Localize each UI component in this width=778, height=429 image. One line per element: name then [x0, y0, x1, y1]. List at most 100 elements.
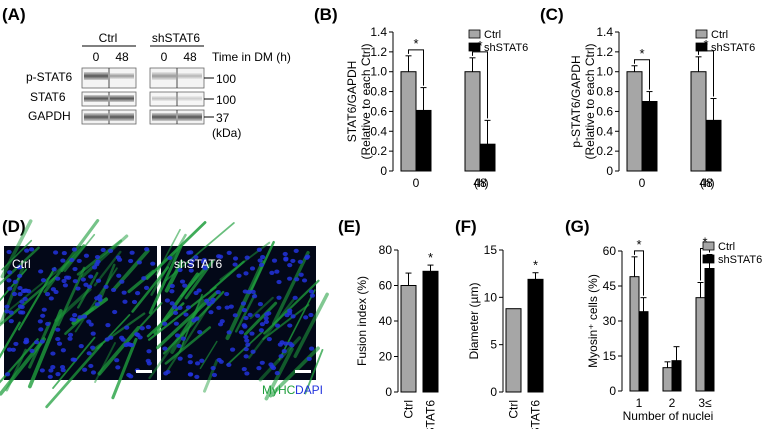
nucleus: [308, 289, 315, 294]
nucleus: [80, 277, 86, 282]
y-tick-label: 0: [609, 384, 616, 398]
nucleus: [8, 319, 14, 324]
nucleus: [12, 279, 18, 284]
panel-label-d: (D): [2, 217, 26, 236]
nucleus: [169, 289, 175, 294]
nucleus: [308, 346, 315, 351]
nucleus: [256, 366, 262, 371]
myotube-fiber: [164, 259, 184, 293]
micrograph-sh-fibers: [145, 221, 329, 401]
myotube-fiber: [247, 298, 295, 359]
panel-label-g: (G): [565, 217, 590, 236]
x-tick-label: 3≤: [698, 396, 712, 410]
nucleus: [281, 349, 287, 354]
nucleus: [38, 269, 44, 274]
panel-label-b: (B): [314, 5, 338, 24]
myotube-fiber: [165, 305, 210, 373]
y-tick-label: 0.4: [596, 124, 613, 138]
micrograph-sh-label: shSTAT6: [174, 257, 223, 271]
y-tick-label: 15: [603, 349, 617, 363]
x-tick-label: 1: [636, 396, 643, 410]
nucleus: [187, 360, 193, 365]
nucleus: [7, 270, 13, 275]
nucleus: [124, 325, 130, 330]
x-tick-label: 0: [639, 176, 646, 190]
nucleus: [304, 255, 310, 260]
nucleus: [188, 268, 194, 273]
wb-time-48-ctrl: 48: [115, 50, 129, 64]
nucleus: [4, 309, 10, 314]
y-tick-label: 1.2: [370, 45, 387, 59]
nucleus: [259, 322, 265, 327]
nucleus: [297, 259, 303, 264]
y-axis-label-line: (Relative to each Ctrl): [583, 43, 597, 159]
wb-time-0-ctrl: 0: [93, 50, 100, 64]
band-pstat6-ctrl-0: [84, 72, 108, 80]
nucleus: [177, 267, 183, 273]
nucleus: [196, 288, 202, 293]
x-tick-label: Ctrl: [507, 400, 521, 419]
nucleus: [13, 341, 19, 347]
nucleus: [177, 356, 183, 361]
nucleus: [306, 356, 312, 362]
nucleus: [97, 294, 103, 299]
band-gapdh-ctrl-48: [110, 113, 134, 121]
nucleus: [188, 250, 194, 255]
nucleus: [258, 328, 264, 333]
myotube-fiber: [139, 302, 163, 328]
micrograph-sh-nuclei: [162, 247, 316, 379]
nucleus: [282, 251, 288, 257]
legend-entry: Ctrl: [484, 29, 501, 41]
myotube-fiber: [155, 228, 181, 276]
nucleus: [127, 342, 133, 347]
y-tick-label: 1.2: [596, 45, 613, 59]
nucleus: [122, 299, 128, 304]
band-pstat6-sh-48: [178, 73, 202, 79]
mw-marker-1: 100: [216, 72, 236, 86]
nucleus: [39, 339, 45, 344]
band-stat6-sh-48: [178, 96, 202, 101]
nucleus: [51, 267, 57, 272]
x-tick-label: shSTAT6: [529, 400, 543, 429]
nucleus: [52, 250, 59, 255]
bar-ctrl: [695, 297, 706, 392]
nucleus: [94, 262, 100, 267]
y-axis-label: Myosin⁺ cells (%): [586, 274, 600, 368]
bar-ctrl: [629, 276, 640, 392]
nucleus: [298, 272, 304, 277]
nucleus: [290, 314, 296, 319]
y-tick-label: 20: [379, 350, 393, 364]
myotube-fiber: [56, 266, 86, 327]
myotube-fiber: [199, 340, 218, 370]
band-stat6-ctrl-0: [84, 95, 108, 102]
nucleus: [287, 263, 293, 268]
nucleus: [215, 289, 221, 295]
x-tick-label: Ctrl: [402, 400, 416, 419]
nucleus: [179, 279, 186, 284]
myotube-fiber: [263, 279, 320, 335]
nucleus: [116, 257, 123, 262]
nucleus: [180, 336, 186, 341]
y-axis-label-line: Myosin⁺ cells (%): [586, 274, 600, 368]
nucleus: [254, 313, 261, 318]
bar-sh: [641, 101, 658, 172]
nucleus: [150, 261, 156, 266]
myotube-fiber: [170, 298, 205, 354]
nucleus: [308, 312, 314, 318]
y-tick-label: 30: [603, 314, 617, 328]
nucleus: [169, 283, 175, 289]
y-axis-label-line: STAT6/GAPDH: [345, 61, 359, 143]
nucleus: [72, 266, 78, 272]
band-pstat6-sh-0: [152, 72, 176, 80]
chart-panel-e: 0 20 40 60 80 Fusion index (%) Ctrl * shSTAT6: [355, 243, 439, 429]
nucleus: [263, 316, 269, 321]
x-tick-label: shSTAT6: [424, 400, 438, 429]
nucleus: [94, 254, 101, 260]
x-tick-label: 48: [699, 176, 713, 190]
nucleus: [244, 255, 250, 260]
myotube-fiber: [111, 337, 138, 400]
nucleus: [129, 250, 135, 255]
nucleus: [6, 347, 13, 352]
x-tick-label: 48: [473, 176, 487, 190]
y-tick-label: 1.0: [596, 65, 613, 79]
